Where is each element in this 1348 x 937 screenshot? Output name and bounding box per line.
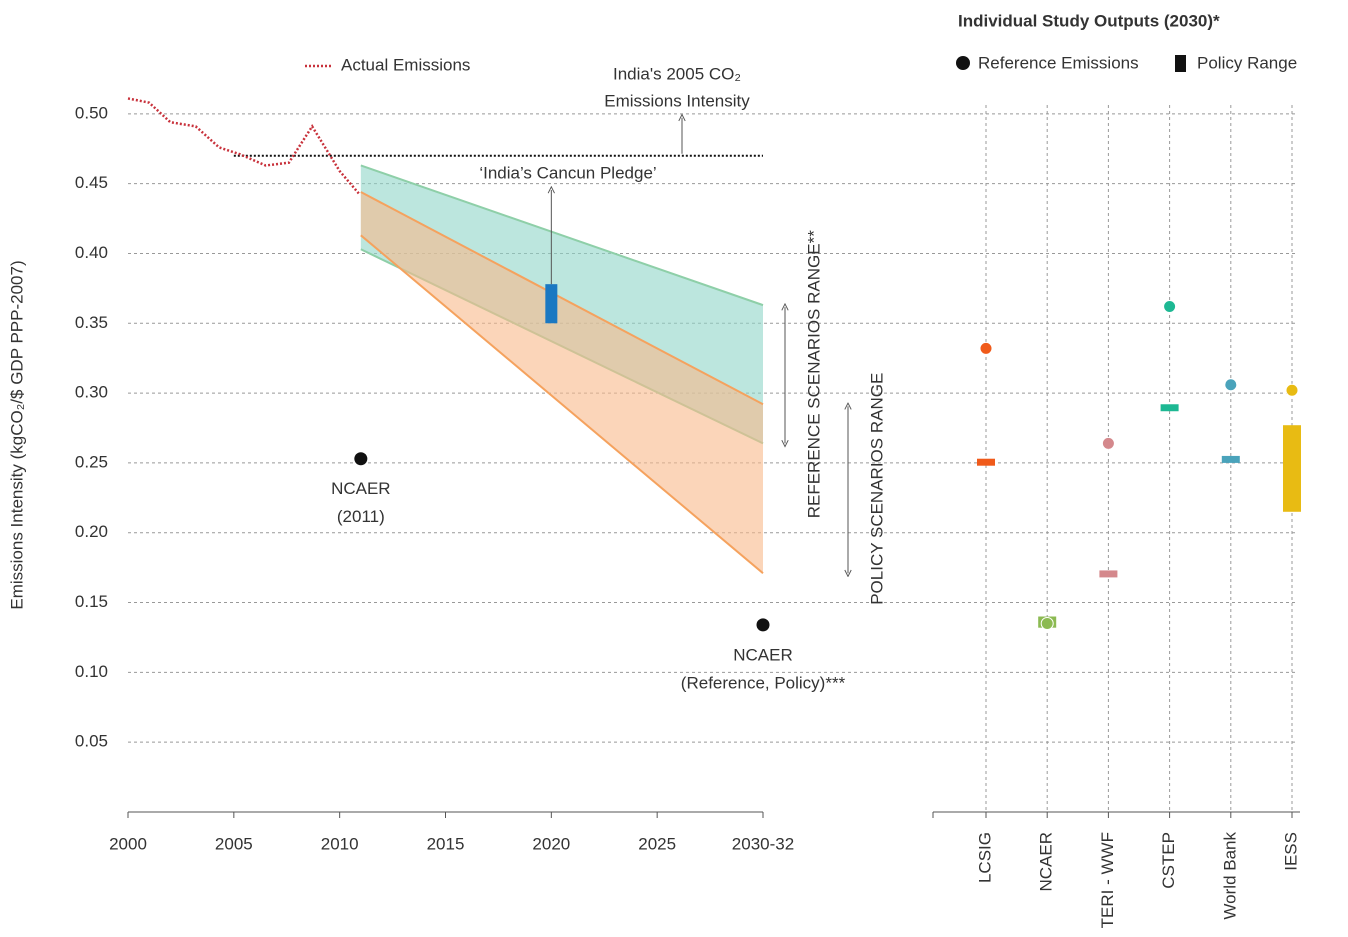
- reference-dot: [1285, 383, 1299, 397]
- y-tick-label: 0.50: [75, 103, 108, 122]
- reference-dot: [1163, 300, 1177, 314]
- y-axis-label: Emissions Intensity (kgCO₂/$ GDP PPP-200…: [7, 260, 26, 609]
- policy-range: [1099, 570, 1118, 578]
- band-edge: [360, 234, 764, 574]
- pledge-bar: [545, 284, 558, 324]
- annotation: India's 2005 CO₂: [613, 64, 741, 83]
- scenario-band: [360, 192, 763, 574]
- point: [756, 618, 770, 632]
- panel-title: Individual Study Outputs (2030)*: [958, 11, 1220, 30]
- actual-line: [127, 97, 360, 195]
- point-label: (Reference, Policy)***: [681, 673, 846, 692]
- category-label: CSTEP: [1159, 832, 1178, 889]
- y-tick-label: 0.15: [75, 592, 108, 611]
- x-tick-label: 2015: [427, 834, 465, 853]
- legend-label: Policy Range: [1197, 53, 1297, 72]
- x-tick-label: 2020: [532, 834, 570, 853]
- annotation: Emissions Intensity: [604, 91, 750, 110]
- legend-label: Actual Emissions: [341, 55, 470, 74]
- y-tick-label: 0.10: [75, 662, 108, 681]
- range-label: POLICY SCENARIOS RANGE: [867, 373, 886, 605]
- category-label: IESS: [1281, 832, 1300, 871]
- y-tick-label: 0.45: [75, 173, 108, 192]
- legend-bar: [1175, 55, 1186, 72]
- y-tick-label: 0.25: [75, 452, 108, 471]
- x-tick-label: 2000: [109, 834, 147, 853]
- x-tick-label: 2010: [321, 834, 359, 853]
- category-label: LCSIG: [975, 832, 994, 883]
- category-label: TERI - WWF: [1098, 832, 1117, 928]
- reference-dot: [1224, 378, 1238, 392]
- policy-range: [1160, 404, 1179, 412]
- policy-range: [1221, 455, 1240, 463]
- reference-dot: [979, 341, 993, 355]
- reference-dot: [1101, 436, 1115, 450]
- band-edge: [360, 164, 764, 307]
- point-label: NCAER: [733, 645, 793, 664]
- x-tick-label: 2025: [638, 834, 676, 853]
- category-label: NCAER: [1037, 832, 1056, 892]
- y-tick-label: 0.40: [75, 243, 108, 262]
- point-label: (2011): [337, 507, 385, 526]
- x-tick-label: 2005: [215, 834, 253, 853]
- reference-dot: [1040, 616, 1054, 630]
- band-edge: [360, 191, 764, 406]
- policy-range: [1283, 425, 1301, 512]
- y-tick-label: 0.20: [75, 522, 108, 541]
- annotation: ‘India’s Cancun Pledge’: [479, 163, 656, 182]
- policy-range: [977, 458, 995, 466]
- range-label: REFERENCE SCENARIOS RANGE**: [804, 230, 823, 518]
- point: [354, 452, 368, 466]
- y-tick-label: 0.35: [75, 313, 108, 332]
- y-tick-label: 0.30: [75, 383, 108, 402]
- legend-dot: [956, 56, 970, 70]
- point-label: NCAER: [331, 479, 391, 498]
- x-tick-label: 2030-32: [732, 834, 794, 853]
- legend-label: Reference Emissions: [978, 53, 1139, 72]
- y-tick-label: 0.05: [75, 732, 108, 751]
- category-label: World Bank: [1220, 832, 1239, 920]
